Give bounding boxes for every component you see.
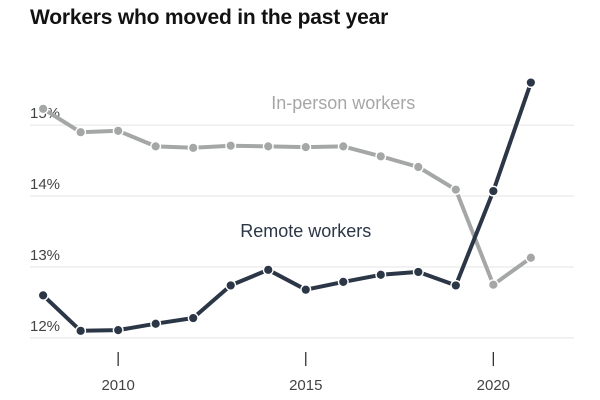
in-person-workers-point	[37, 103, 49, 115]
in-person-workers-point	[487, 279, 499, 291]
in-person-workers-label: In-person workers	[271, 93, 415, 113]
in-person-workers-point	[225, 140, 237, 152]
y-tick-label: 14%	[30, 176, 60, 193]
x-axis: 2010 2015 2020	[101, 352, 510, 394]
x-tick-label: 2015	[289, 377, 322, 394]
in-person-workers-line	[41, 106, 533, 287]
in-person-workers-point	[150, 140, 162, 152]
remote-workers-point	[487, 185, 499, 197]
series-group	[37, 77, 537, 337]
remote-workers-point	[412, 266, 424, 278]
in-person-workers-point	[262, 140, 274, 152]
x-tick-label: 2010	[101, 377, 134, 394]
remote-workers-point	[75, 325, 87, 337]
y-tick-label: 13%	[30, 247, 60, 264]
remote-workers-point	[337, 276, 349, 288]
series-labels: In-person workers Remote workers	[240, 93, 415, 241]
x-tick-label: 2020	[477, 377, 510, 394]
remote-workers-point	[375, 269, 387, 281]
in-person-workers-point	[112, 125, 124, 137]
in-person-workers-point	[75, 126, 87, 138]
remote-workers-point	[262, 264, 274, 276]
remote-workers-point	[187, 312, 199, 324]
in-person-workers-point	[300, 141, 312, 153]
remote-workers-point	[300, 284, 312, 296]
remote-workers-point	[37, 289, 49, 301]
in-person-workers-point	[450, 184, 462, 196]
in-person-workers-point	[187, 142, 199, 154]
grid-lines	[30, 124, 574, 339]
chart-title: Workers who moved in the past year	[30, 6, 389, 29]
y-tick-label: 12%	[30, 318, 60, 335]
in-person-workers-point	[525, 252, 537, 264]
remote-workers-label: Remote workers	[240, 221, 371, 241]
remote-workers-point	[450, 279, 462, 291]
in-person-workers-point	[337, 140, 349, 152]
remote-workers-point	[150, 318, 162, 330]
remote-workers-line	[41, 80, 533, 333]
in-person-workers-point	[412, 161, 424, 173]
remote-workers-point	[525, 77, 537, 89]
remote-workers-point	[112, 324, 124, 336]
in-person-workers-point	[375, 150, 387, 162]
remote-workers-point	[225, 279, 237, 291]
